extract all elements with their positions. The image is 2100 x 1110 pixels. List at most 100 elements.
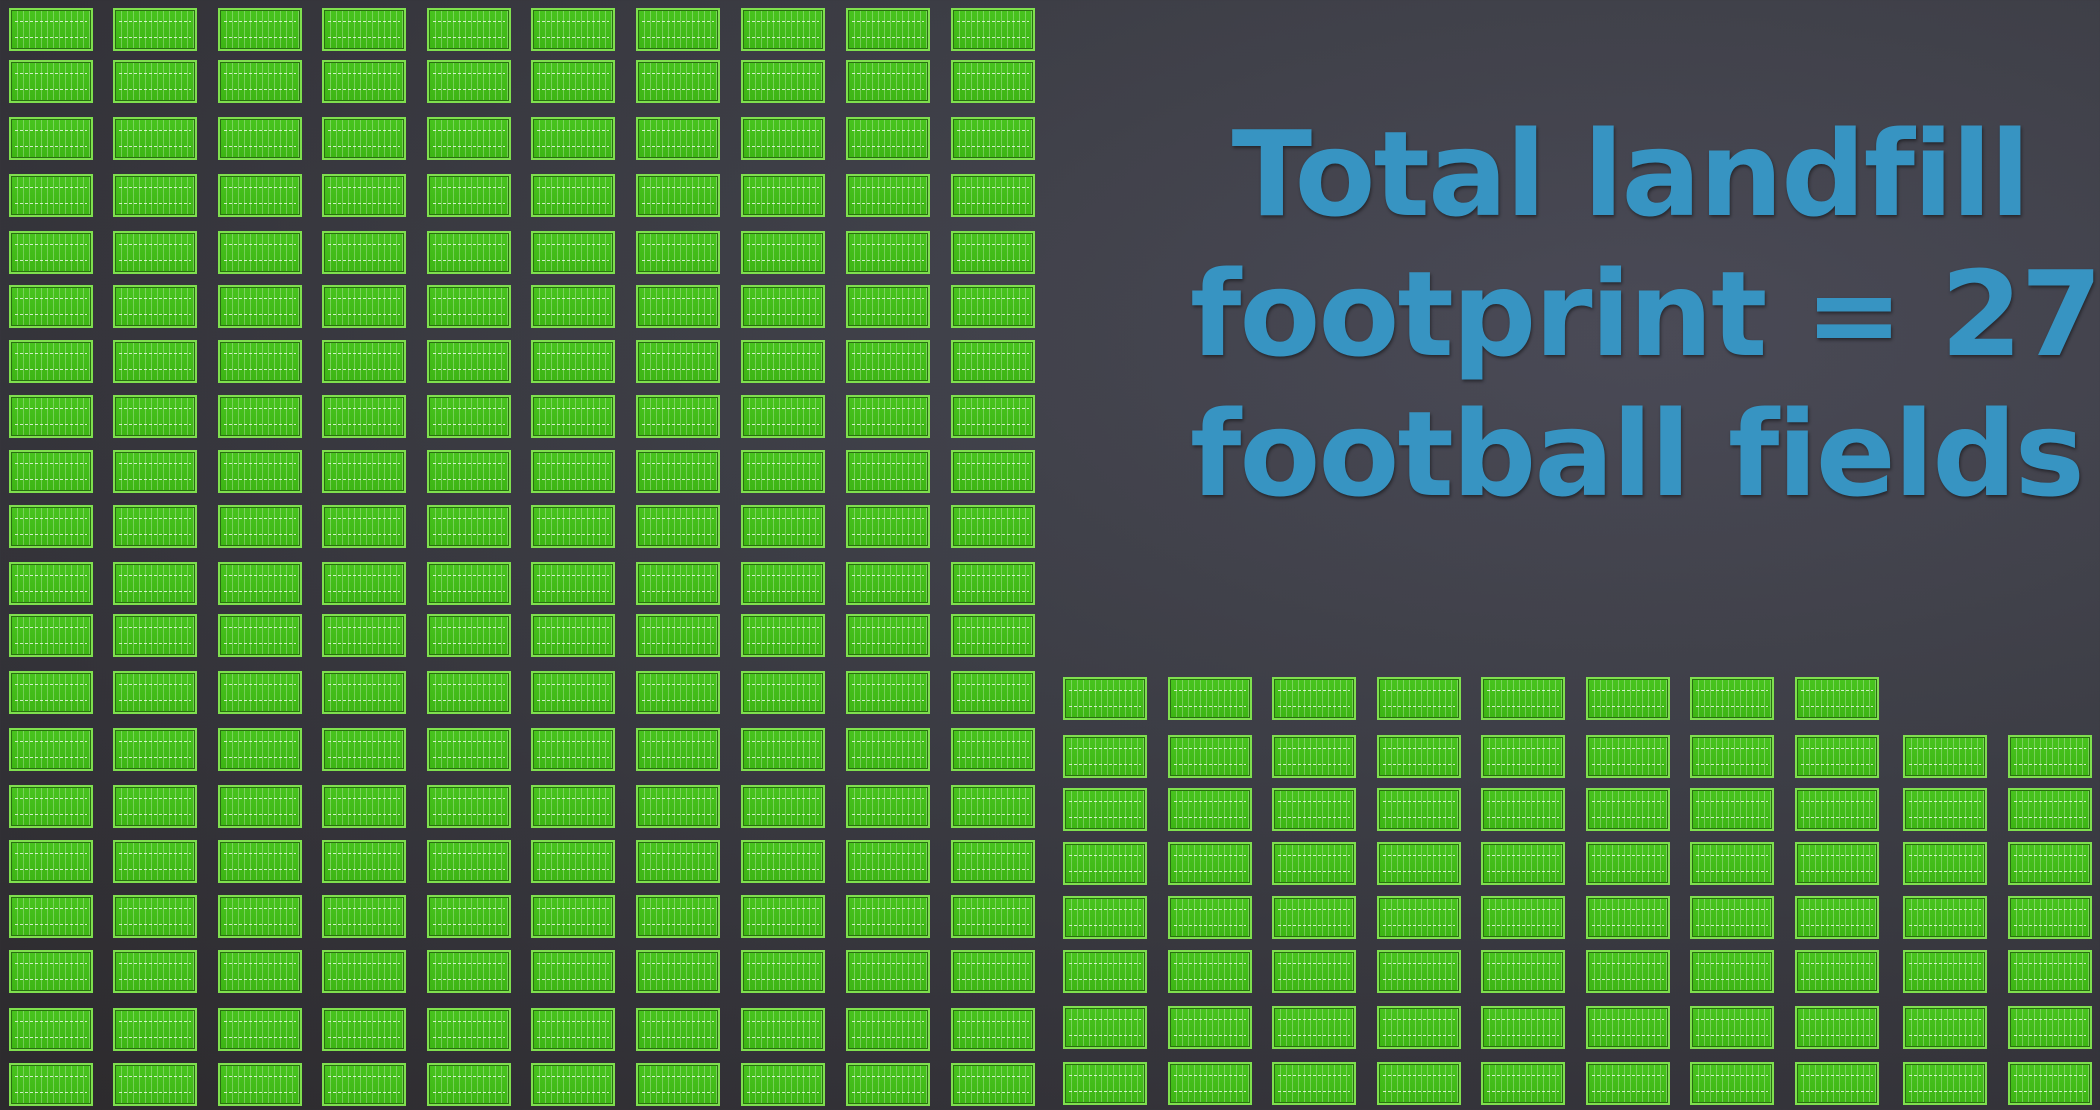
football-field-icon xyxy=(113,505,197,548)
football-field-icon xyxy=(846,450,930,493)
football-field-icon xyxy=(951,174,1035,217)
football-field-icon xyxy=(322,340,406,383)
football-field-icon xyxy=(846,174,930,217)
football-field-icon xyxy=(9,562,93,605)
football-field-icon xyxy=(636,614,720,657)
football-field-icon xyxy=(113,395,197,438)
football-field-icon xyxy=(322,840,406,883)
football-field-icon xyxy=(427,1063,511,1106)
football-field-icon xyxy=(9,450,93,493)
football-field-icon xyxy=(113,60,197,103)
football-field-icon xyxy=(427,728,511,771)
football-field-icon xyxy=(1586,677,1670,720)
football-field-icon xyxy=(1377,735,1461,778)
football-field-icon xyxy=(531,395,615,438)
football-field-icon xyxy=(427,60,511,103)
football-field-icon xyxy=(846,117,930,160)
football-field-icon xyxy=(1586,842,1670,885)
football-field-icon xyxy=(9,231,93,274)
football-field-icon xyxy=(1377,1006,1461,1049)
football-field-icon xyxy=(1063,950,1147,993)
football-field-icon xyxy=(636,285,720,328)
football-field-icon xyxy=(113,614,197,657)
football-field-icon xyxy=(427,117,511,160)
headline-line-3: football fields xyxy=(1190,385,2085,523)
football-field-icon xyxy=(636,950,720,993)
football-field-icon xyxy=(741,840,825,883)
football-field-icon xyxy=(1903,842,1987,885)
football-field-icon xyxy=(741,728,825,771)
football-field-icon xyxy=(846,8,930,51)
football-field-icon xyxy=(636,117,720,160)
football-field-icon xyxy=(531,1063,615,1106)
football-field-icon xyxy=(1903,950,1987,993)
football-field-icon xyxy=(1272,842,1356,885)
football-field-icon xyxy=(113,340,197,383)
football-field-icon xyxy=(741,340,825,383)
football-field-icon xyxy=(1690,1062,1774,1105)
football-field-icon xyxy=(951,395,1035,438)
football-field-icon xyxy=(846,728,930,771)
football-field-icon xyxy=(218,950,302,993)
football-field-icon xyxy=(218,840,302,883)
football-field-icon xyxy=(1063,788,1147,831)
football-field-icon xyxy=(1690,842,1774,885)
football-field-icon xyxy=(531,614,615,657)
football-field-icon xyxy=(531,450,615,493)
football-field-icon xyxy=(218,728,302,771)
football-field-icon xyxy=(218,505,302,548)
football-field-icon xyxy=(1377,950,1461,993)
football-field-icon xyxy=(9,671,93,714)
football-field-icon xyxy=(1481,677,1565,720)
football-field-icon xyxy=(322,60,406,103)
football-field-icon xyxy=(1168,1062,1252,1105)
football-field-icon xyxy=(322,785,406,828)
football-field-icon xyxy=(636,728,720,771)
football-field-icon xyxy=(9,728,93,771)
football-field-icon xyxy=(427,505,511,548)
football-field-icon xyxy=(951,285,1035,328)
football-field-icon xyxy=(9,950,93,993)
football-field-icon xyxy=(427,614,511,657)
football-field-icon xyxy=(113,8,197,51)
football-field-icon xyxy=(2008,1006,2092,1049)
football-field-icon xyxy=(636,562,720,605)
football-field-icon xyxy=(1168,735,1252,778)
football-field-icon xyxy=(846,671,930,714)
football-field-icon xyxy=(322,1008,406,1051)
football-field-icon xyxy=(1272,788,1356,831)
football-field-icon xyxy=(1168,896,1252,939)
football-field-icon xyxy=(218,340,302,383)
football-field-icon xyxy=(741,950,825,993)
football-field-icon xyxy=(322,562,406,605)
football-field-icon xyxy=(741,285,825,328)
football-field-icon xyxy=(218,8,302,51)
football-field-icon xyxy=(1586,735,1670,778)
football-field-icon xyxy=(636,785,720,828)
football-field-icon xyxy=(2008,896,2092,939)
football-field-icon xyxy=(218,285,302,328)
football-field-icon xyxy=(9,505,93,548)
football-field-icon xyxy=(1795,1062,1879,1105)
football-field-icon xyxy=(951,895,1035,938)
football-field-icon xyxy=(741,671,825,714)
football-field-icon xyxy=(1586,1062,1670,1105)
football-field-icon xyxy=(113,1063,197,1106)
football-field-icon xyxy=(1481,788,1565,831)
football-field-icon xyxy=(427,450,511,493)
football-field-icon xyxy=(113,117,197,160)
football-field-icon xyxy=(9,614,93,657)
football-field-icon xyxy=(113,285,197,328)
football-field-icon xyxy=(1168,842,1252,885)
football-field-icon xyxy=(741,785,825,828)
football-field-icon xyxy=(741,117,825,160)
football-field-icon xyxy=(636,231,720,274)
football-field-icon xyxy=(218,671,302,714)
football-field-icon xyxy=(113,562,197,605)
football-field-icon xyxy=(427,785,511,828)
football-field-icon xyxy=(636,505,720,548)
football-field-icon xyxy=(951,614,1035,657)
football-field-icon xyxy=(113,1008,197,1051)
football-field-icon xyxy=(2008,735,2092,778)
football-field-icon xyxy=(636,895,720,938)
